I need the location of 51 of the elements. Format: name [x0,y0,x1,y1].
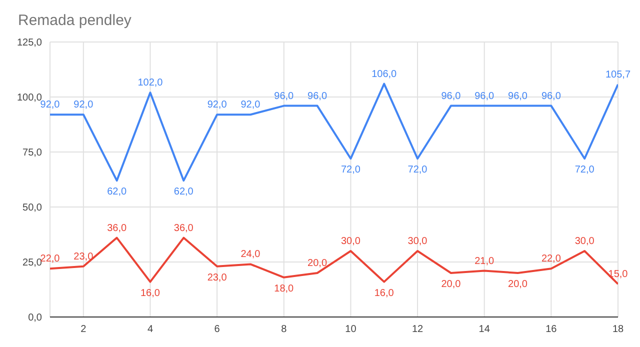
data-label: 30,0 [408,236,428,247]
data-label: 92,0 [207,100,228,111]
data-label: 96,0 [441,90,462,102]
y-tick-label: 25,0 [22,258,42,269]
x-tick-label: 2 [80,324,87,336]
x-tick-label: 8 [281,324,288,336]
data-label: 21,0 [474,256,495,267]
data-label: 24,0 [240,249,261,260]
y-tick-label: 50,0 [22,202,42,214]
data-label: 72,0 [408,164,428,176]
data-label: 36,0 [107,222,127,234]
data-label: 92,0 [40,100,60,111]
data-label: 22,0 [40,254,60,265]
data-label: 105,7 [605,69,631,80]
data-label: 62,0 [107,186,127,198]
data-label: 106,0 [372,68,398,80]
y-tick-label: 0,0 [28,312,42,324]
x-tick-label: 18 [612,324,624,336]
data-label: 92,0 [240,100,261,111]
data-label: 96,0 [274,90,294,102]
chart-title: Remada pendley [18,12,132,29]
data-label: 30,0 [574,236,595,247]
x-tick-label: 14 [478,324,490,336]
data-label: 92,0 [74,100,94,111]
data-label: 96,0 [308,90,328,102]
y-tick-label: 75,0 [22,148,42,159]
data-label: 72,0 [574,164,595,176]
data-label: 62,0 [174,186,194,198]
data-label: 20,0 [508,279,528,290]
data-label: 23,0 [74,251,94,262]
x-tick-label: 6 [214,324,220,336]
data-label: 16,0 [374,288,394,299]
data-label: 30,0 [340,236,361,247]
data-label: 102,0 [138,78,164,89]
data-label: 36,0 [174,222,194,234]
data-label: 72,0 [340,164,361,176]
x-tick-label: 12 [412,324,424,336]
x-tick-label: 16 [546,324,558,336]
data-label: 18,0 [274,283,294,294]
data-label: 96,0 [474,90,495,102]
data-label: 96,0 [508,90,528,102]
x-tick-label: 10 [345,324,357,336]
x-tick-label: 4 [147,324,154,336]
data-label: 20,0 [441,279,462,290]
data-label: 96,0 [541,90,562,102]
y-tick-label: 125,0 [16,38,42,49]
data-label: 20,0 [308,258,328,269]
data-label: 23,0 [207,272,228,284]
data-label: 22,0 [541,254,562,265]
data-label: 16,0 [140,288,160,299]
data-label: 15,0 [608,269,628,280]
